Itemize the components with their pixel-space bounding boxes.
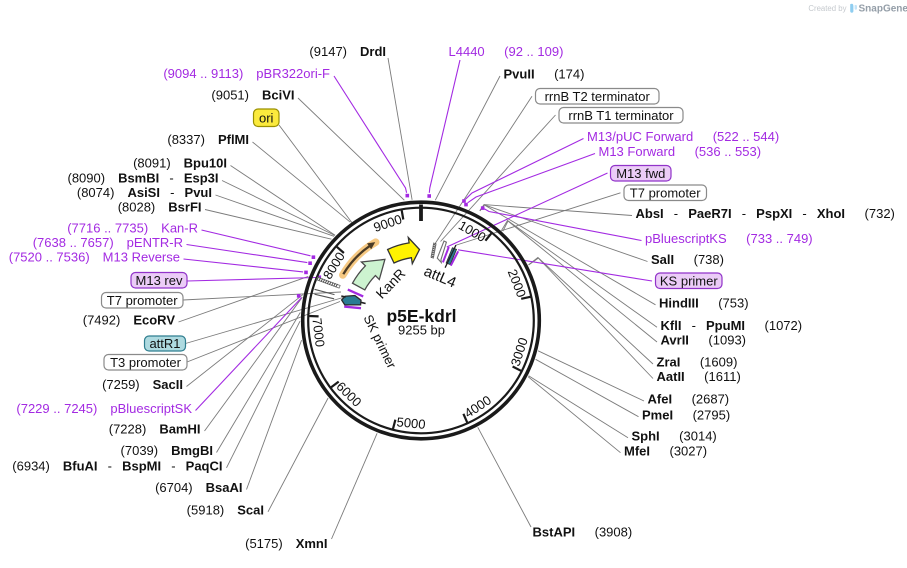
svg-text:PvuII (174): PvuII (174) [504,67,585,82]
svg-text:AatII (1611): AatII (1611) [657,369,741,384]
svg-text:(7229 .. 7245) pBluescriptSK: (7229 .. 7245) pBluescriptSK [16,401,192,416]
svg-text:T3 promoter: T3 promoter [110,355,181,370]
svg-text:(9094 .. 9113) pBR322ori-F: (9094 .. 9113) pBR322ori-F [163,66,330,81]
svg-text:L4440 (92 .. 109): L4440 (92 .. 109) [449,44,564,59]
svg-text:ZraI (1609): ZraI (1609) [657,355,738,370]
svg-text:(7039) BmgBI: (7039) BmgBI [121,443,213,458]
svg-text:SalI (738): SalI (738) [651,252,724,267]
svg-text:HindIII (753): HindIII (753) [659,295,749,310]
svg-text:(5175) XmnI: (5175) XmnI [245,536,327,551]
svg-text:BstAPI (3908): BstAPI (3908) [533,525,633,540]
svg-text:(9147) DrdI: (9147) DrdI [309,44,386,59]
svg-text:KflI - PpuMI (1072): KflI - PpuMI (1072) [661,318,803,333]
svg-text:PmeI (2795): PmeI (2795) [642,407,730,422]
svg-text:T7 promoter: T7 promoter [630,185,701,200]
svg-text:M13/pUC Forward (522 .. 544): M13/pUC Forward (522 .. 544) [587,129,779,144]
svg-text:(6704) BsaAI: (6704) BsaAI [155,480,242,495]
svg-text:(7716 .. 7735) Kan-R: (7716 .. 7735) Kan-R [67,221,198,236]
svg-text:M13 rev: M13 rev [136,273,183,288]
svg-text:rrnB T1 terminator: rrnB T1 terminator [568,108,674,123]
svg-text:ori: ori [259,110,274,125]
svg-text:AfeI (2687): AfeI (2687) [648,392,730,407]
svg-text:MfeI (3027): MfeI (3027) [624,443,707,458]
svg-text:Created by: Created by [808,4,846,13]
svg-text:(6934) BfuAI - BspMI - Pa: (6934) BfuAI - BspMI - PaqCI [12,458,222,473]
svg-text:M13 Forward (536 .. 553): M13 Forward (536 .. 553) [599,144,762,159]
svg-text:(7638 .. 7657) pENTR-R: (7638 .. 7657) pENTR-R [33,235,183,250]
svg-text:5000: 5000 [396,414,426,432]
svg-text:SphI (3014): SphI (3014) [632,428,717,443]
svg-text:(7259) SacII: (7259) SacII [102,377,183,392]
svg-text:(7492) EcoRV: (7492) EcoRV [83,313,176,328]
svg-text:(7520 .. 7536) M13 Reverse: (7520 .. 7536) M13 Reverse [9,250,180,265]
svg-text:AbsI - PaeR7I - PspXI -: AbsI - PaeR7I - PspXI - XhoI (732) [636,206,895,221]
svg-text:9255 bp: 9255 bp [398,323,445,338]
svg-text:attR1: attR1 [149,336,180,351]
svg-text:(8090) BsmBI - Esp3I: (8090) BsmBI - Esp3I [67,171,218,186]
svg-text:T7 promoter: T7 promoter [107,293,178,308]
svg-text:pBluescriptKS (733 .. 749): pBluescriptKS (733 .. 749) [645,231,813,246]
svg-text:(8074) AsiSI - PvuI: (8074) AsiSI - PvuI [77,185,212,200]
svg-text:(8337) PflMI: (8337) PflMI [167,132,249,147]
svg-text:SnapGene: SnapGene [859,4,907,15]
svg-text:(8028) BsrFI: (8028) BsrFI [118,200,202,215]
svg-text:M13 fwd: M13 fwd [616,166,665,181]
svg-text:(8091) Bpu10I: (8091) Bpu10I [133,156,227,171]
svg-text:(9051) BciVI: (9051) BciVI [211,88,294,103]
svg-text:(7228) BamHI: (7228) BamHI [109,422,201,437]
svg-text:AvrII (1093): AvrII (1093) [661,333,747,348]
svg-text:(5918) ScaI: (5918) ScaI [187,502,264,517]
svg-text:rrnB T2 terminator: rrnB T2 terminator [545,89,651,104]
svg-text:KS primer: KS primer [660,273,718,288]
